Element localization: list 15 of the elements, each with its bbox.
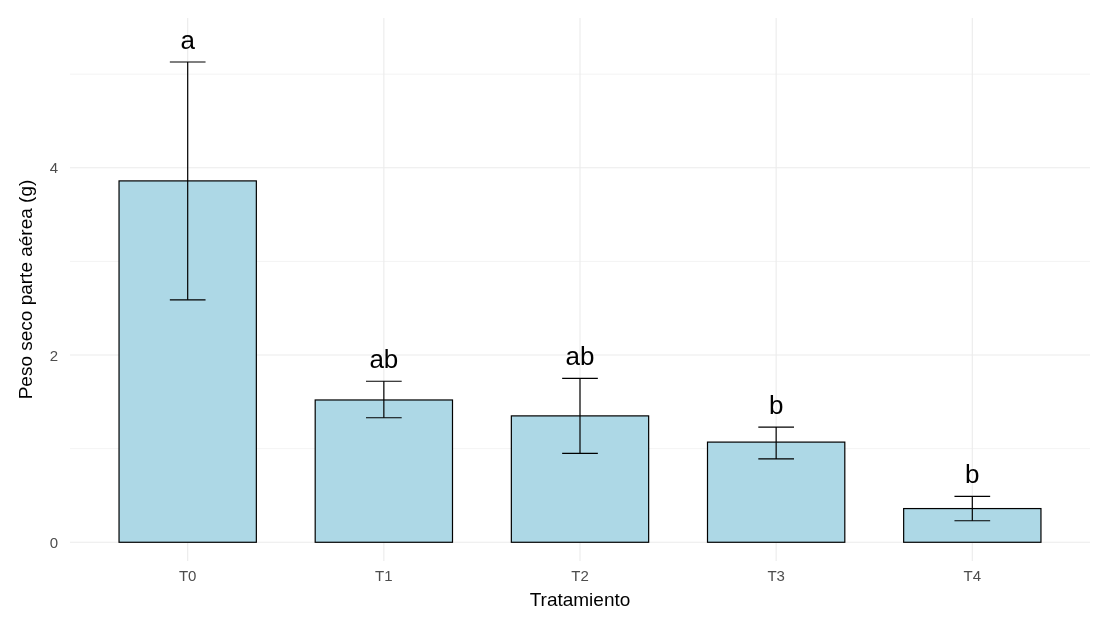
annotation: b <box>965 459 980 490</box>
y-tick-label: 0 <box>49 533 58 551</box>
annotation: ab <box>565 341 595 372</box>
x-axis-title: Tratamiento <box>529 589 631 610</box>
y-axis-title: Peso seco parte aérea (g) <box>15 179 36 400</box>
x-tick-label: T2 <box>571 567 589 584</box>
annotation: ab <box>369 344 399 375</box>
annotation: a <box>180 25 196 55</box>
y-tick-label: 4 <box>49 159 58 177</box>
annotation: b <box>768 390 784 421</box>
x-tick-label: T1 <box>375 567 393 584</box>
x-tick-label: T4 <box>963 567 982 584</box>
x-tick-label: T3 <box>767 567 785 584</box>
y-tick-label: 2 <box>49 346 58 364</box>
x-tick-label: T0 <box>178 567 197 584</box>
